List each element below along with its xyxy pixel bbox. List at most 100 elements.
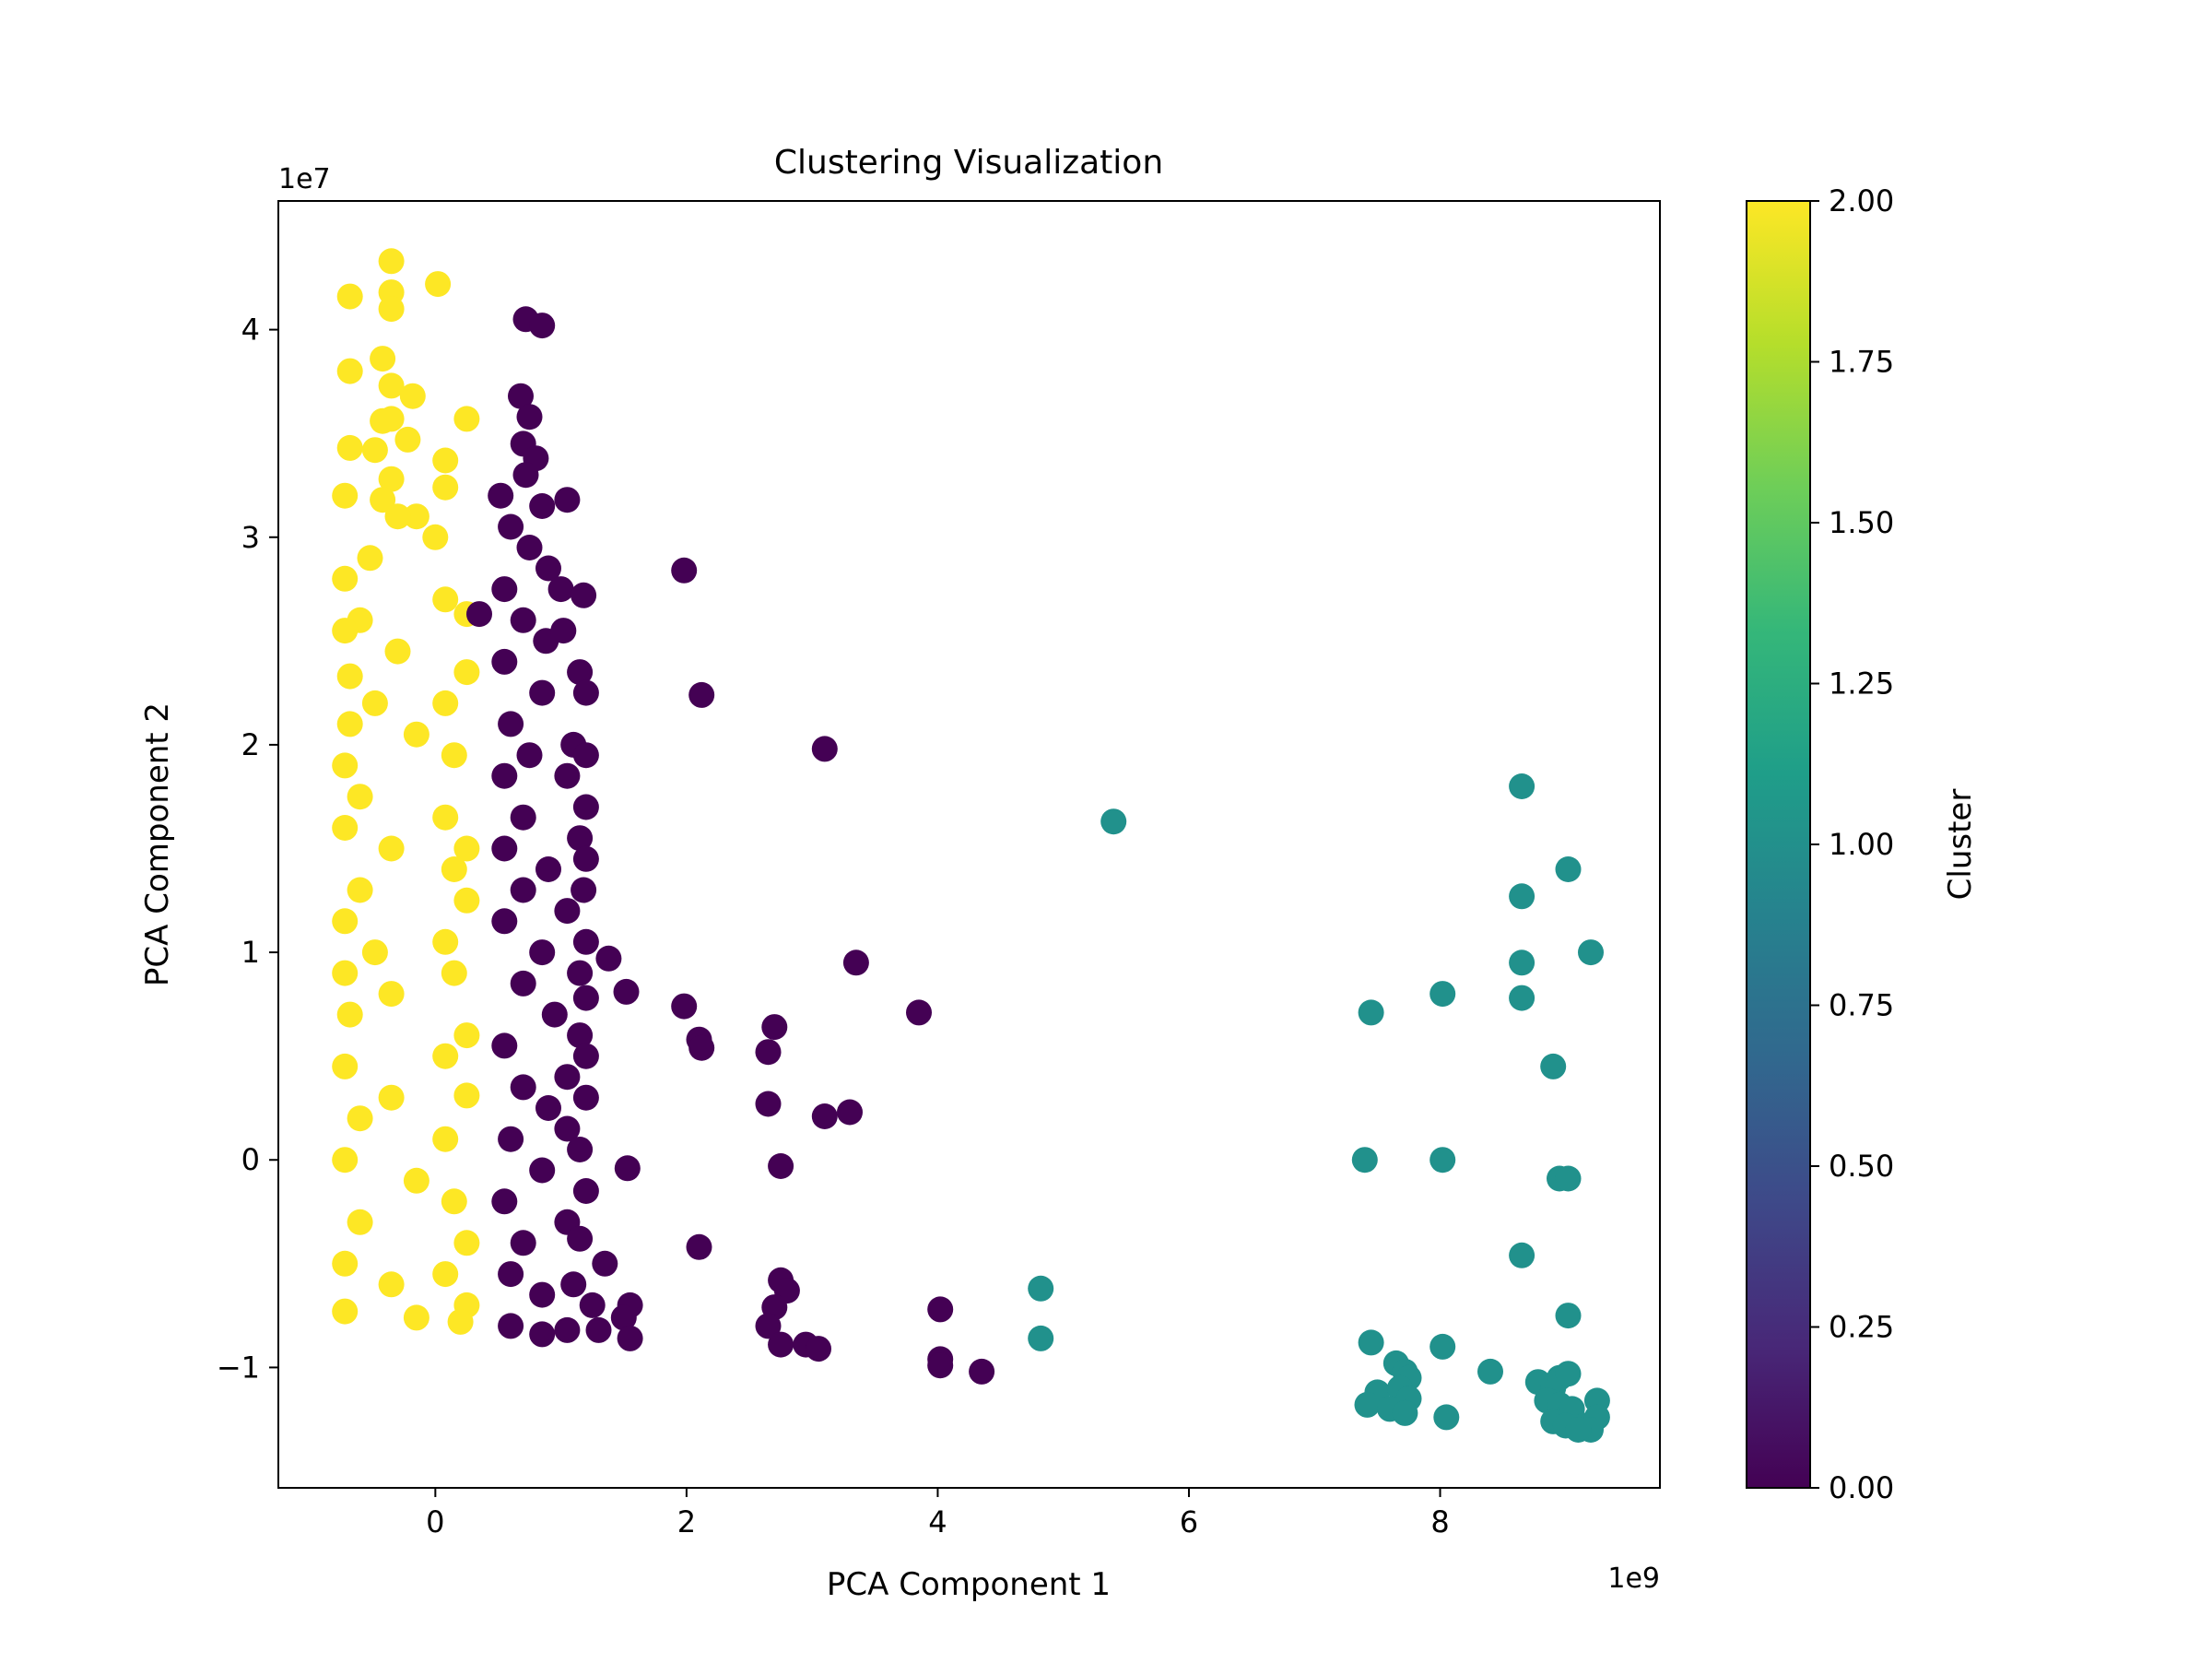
cluster-2-point [378,248,405,275]
colorbar-tick-label: 2.00 [1829,183,1894,218]
cluster-2-point [432,1043,459,1069]
cluster-2-point [432,1126,459,1152]
cluster-2-point [425,271,452,298]
cluster-2-point [357,545,383,572]
cluster-0-point [572,985,599,1011]
cluster-0-point [617,1325,643,1351]
cluster-2-point [432,586,459,613]
cluster-2-point [336,434,363,461]
cluster-0-point [510,607,536,633]
cluster-0-point [554,762,581,789]
cluster-0-point [466,601,492,628]
cluster-0-point [554,1064,581,1091]
cluster-2-point [441,960,467,986]
y-axis-ticks: −1 0 1 2 3 4 [217,313,278,1385]
cluster-1-point [1477,1358,1503,1385]
cluster-0-point [529,493,556,519]
cluster-0-point [969,1358,995,1385]
cluster-0-point [491,1032,518,1059]
cluster-2-point [332,1147,359,1174]
cluster-0-point [755,1313,782,1339]
cluster-1-point [1354,1391,1381,1418]
x-tick-label: 0 [426,1504,444,1539]
plot-area-frame [277,200,1661,1489]
cluster-2-point [336,1001,363,1028]
cluster-1-point [1430,1147,1456,1174]
y-tick-label: 4 [241,313,260,348]
cluster-2-point [332,908,359,935]
cluster-0-point [516,535,543,560]
cluster-2-point [370,487,396,513]
cluster-1-point [1509,985,1535,1011]
cluster-2-point [347,1209,373,1235]
cluster-0-point [567,1137,594,1162]
cluster-1-point [1509,773,1535,799]
colorbar-tick-label: 0.75 [1829,988,1894,1023]
colorbar-tick-label: 1.50 [1829,505,1894,540]
colorbar-tick-label: 1.00 [1829,827,1894,862]
cluster-2-point [378,835,405,862]
cluster-0-point [529,939,556,966]
cluster-2-point [399,383,426,409]
y-offset-label: 1e7 [278,163,331,195]
cluster-0-point [550,618,577,644]
cluster-2-point [384,638,411,665]
x-tick-label: 2 [677,1504,696,1539]
cluster-1-point [1509,949,1535,976]
cluster-2-point [347,1105,373,1132]
cluster-0-point [572,1043,599,1069]
cluster-0-point [491,835,518,862]
colorbar-tick-label: 0.00 [1829,1470,1894,1505]
cluster-0-point [529,313,556,339]
colorbar-tick-label: 0.25 [1829,1310,1894,1345]
cluster-0-point [585,1316,612,1343]
cluster-0-point [811,1103,838,1129]
cluster-0-point [510,1230,536,1256]
cluster-0-point [512,462,539,489]
cluster-2-point [332,960,359,986]
colorbar-tick-label: 1.75 [1829,345,1894,380]
cluster-0-point [510,877,536,903]
cluster-2-point [336,711,363,737]
cluster-2-point [453,1022,480,1049]
cluster-2-point [403,721,429,748]
cluster-2-point [432,928,459,955]
cluster-1-point [1100,808,1127,835]
cluster-0-point [516,742,543,769]
cluster-0-point [806,1336,831,1362]
y-tick-label: 1 [241,935,260,970]
colorbar-label: Cluster [1942,789,1979,901]
cluster-2-point [422,524,449,550]
cluster-1-point [1028,1275,1054,1302]
cluster-0-point [906,999,932,1026]
cluster-0-point [571,582,597,608]
cluster-0-point [510,804,536,831]
y-tick-label: 3 [241,520,260,555]
cluster-2-point [453,1082,480,1109]
cluster-2-point [378,1084,405,1111]
cluster-0-point [541,1001,568,1028]
colorbar-ticks: 0.00 0.25 0.50 0.75 1.00 1.25 1.50 1.75 2.00 [1810,183,1894,1505]
cluster-0-point [567,825,594,852]
cluster-2-point [441,856,467,882]
cluster-0-point [613,978,640,1005]
cluster-0-point [837,1099,863,1126]
cluster-2-point [432,804,459,831]
cluster-0-point [592,1250,618,1277]
y-axis-label: PCA Component 2 [139,702,176,986]
cluster-0-point [811,736,838,762]
x-tick-label: 8 [1430,1504,1449,1539]
cluster-2-point [332,752,359,779]
cluster-2-point [453,659,480,686]
cluster-0-point [842,949,869,976]
x-axis-label: PCA Component 1 [827,1566,1111,1603]
cluster-2-point [332,565,359,592]
cluster-0-point [508,383,534,409]
cluster-0-point [567,659,594,686]
cluster-0-point [498,1313,524,1339]
cluster-2-point [347,877,373,903]
cluster-2-point [332,1298,359,1325]
data-points [332,248,1610,1443]
cluster-0-point [529,679,556,706]
